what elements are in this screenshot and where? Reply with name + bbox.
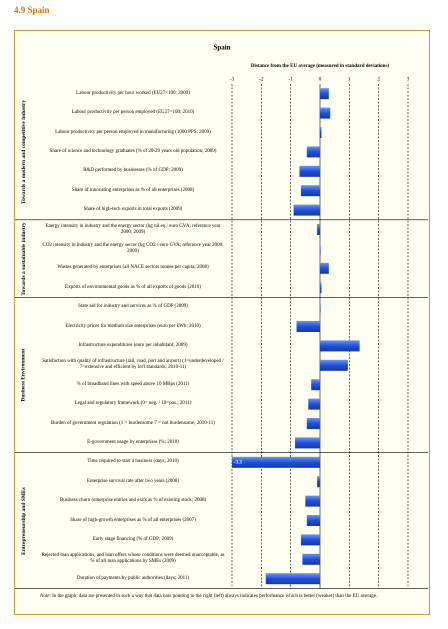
bar	[295, 437, 320, 449]
bar	[320, 340, 360, 352]
bar	[317, 224, 320, 235]
category-label: Burden of government regulation (1 = bur…	[51, 420, 215, 426]
x-axis-label: Distance from the EU average (measured i…	[251, 64, 389, 69]
category-label: Wastes generated by enterprises (all NAC…	[57, 265, 209, 271]
x-tick-label: 2	[377, 76, 380, 82]
category-label: Share of innovating enterprises as % of …	[71, 187, 195, 193]
x-tick-label: 3	[407, 76, 410, 82]
x-tick-label: -1	[288, 76, 293, 82]
bar	[293, 204, 320, 216]
bar	[296, 321, 320, 332]
category-label: Enterprise survival rate after two years…	[86, 478, 180, 484]
category-label: Share of high-tech exports in total expo…	[83, 207, 183, 213]
category-label: Duration of payments by public authoriti…	[76, 575, 190, 581]
category-label: Share of high-growth enterprises as % of…	[70, 517, 196, 523]
category-label: Legal and regulatory framework (0= neg. …	[74, 401, 192, 407]
category-label: E-government usage by enterprises (%; 20…	[87, 439, 179, 445]
bar	[232, 456, 320, 468]
category-label: Early stage financing (% of GDP; 2009)	[92, 536, 174, 542]
category-label: Satisfaction with quality of infrastruct…	[42, 359, 224, 371]
bar	[320, 301, 321, 313]
group-label: Towards a sustainable industry	[21, 221, 27, 296]
category-label: Time required to start a business (days;…	[87, 459, 179, 465]
note-text: : In the graph, data are presented in su…	[49, 594, 378, 599]
bar	[300, 185, 320, 197]
group-label: Business Environment	[21, 348, 27, 402]
category-label: Labour productivity per person employed …	[55, 129, 211, 135]
category-label: Electricity prices for medium size enter…	[65, 323, 201, 329]
category-label: Infrastructure expenditures (euro per in…	[78, 342, 188, 348]
bar	[300, 534, 320, 546]
category-label: Share of science and technology graduate…	[49, 148, 217, 154]
x-tick-label: 0	[319, 76, 322, 82]
bar	[317, 476, 320, 488]
bar	[306, 418, 320, 429]
bar	[320, 88, 329, 100]
group-label: Entrepreneurship and SMEs	[21, 486, 28, 555]
bar	[320, 127, 322, 138]
bar	[308, 398, 320, 410]
section-header: 4.9 Spain	[14, 5, 50, 15]
note-label: Note	[40, 594, 50, 599]
note: Note: In the graph, data are presented i…	[40, 594, 420, 600]
bars	[232, 88, 360, 585]
value-label: -3.3	[234, 460, 242, 465]
group-label: Towards a modern and competitive industr…	[21, 99, 28, 204]
bar	[320, 262, 329, 274]
bar	[320, 107, 331, 119]
bar	[320, 359, 348, 371]
chart-title: Spain	[213, 44, 230, 52]
x-tick-label: -3	[230, 76, 235, 82]
category-label: Exports of environmental goods as % of a…	[65, 284, 201, 290]
category-label: % of broadband lines with speed above 10…	[76, 381, 190, 387]
category-label: Rejected loan applications, and loan off…	[41, 553, 225, 565]
bar	[320, 243, 321, 255]
chart-panel	[14, 30, 430, 615]
bar	[320, 282, 322, 294]
x-tick-label: -2	[259, 76, 264, 82]
category-label: CO2 intensity in industry and the energy…	[42, 242, 224, 254]
bar	[311, 379, 320, 391]
bar	[299, 165, 320, 177]
x-tick-label: 1	[348, 76, 351, 82]
bar	[305, 495, 320, 507]
category-label: R&D performed by businesses (% of GDP; 2…	[83, 168, 183, 174]
bar	[306, 146, 320, 158]
category-label: Business churn (enterprise entries and e…	[59, 498, 207, 504]
category-label: Labour productivity per person employed …	[71, 110, 195, 116]
category-label: Energy intensity in industry and the ene…	[45, 223, 221, 235]
category-label: State aid for industry and services as %…	[78, 304, 188, 310]
bar	[302, 553, 320, 565]
bar	[306, 515, 320, 526]
bar	[265, 573, 320, 585]
category-label: Labour productivity per hour worked (EU2…	[76, 90, 190, 96]
